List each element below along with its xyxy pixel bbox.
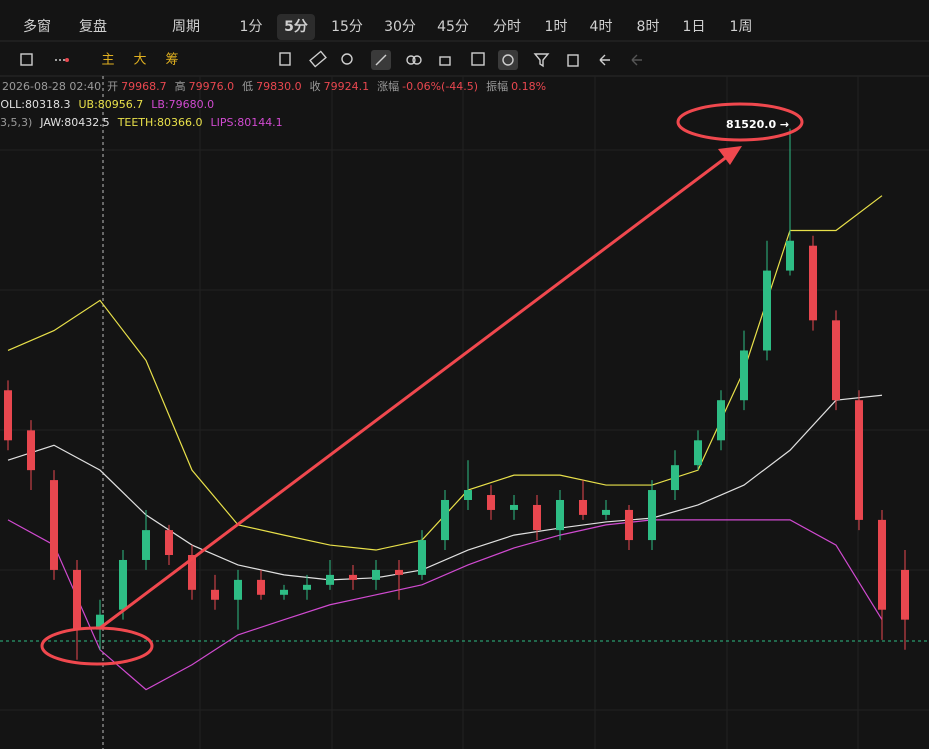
info-value: 0.18% [511, 80, 546, 93]
candle-body [556, 499, 564, 531]
toolbar-item[interactable]: 周期 [172, 19, 200, 35]
candle-body [211, 589, 219, 600]
annotation [40, 102, 804, 666]
candle-body [602, 509, 610, 515]
candle-body [533, 504, 541, 531]
candle-body [464, 490, 472, 500]
candle-body [901, 569, 909, 620]
toolbar-item[interactable]: 30分 [384, 19, 416, 35]
indicator-value: BOLL:80318.3 [0, 98, 70, 111]
tool-label: 主 [101, 53, 114, 68]
toolbar-item[interactable]: 1时 [545, 19, 568, 35]
candle-body [510, 504, 518, 510]
high-label: 81520.0 → [726, 118, 789, 131]
info-value: -0.06%(-44.5) [402, 80, 478, 93]
candle-body [717, 400, 725, 441]
indicator-line [7, 394, 883, 581]
active-tab [277, 14, 315, 40]
candle-body [671, 465, 679, 491]
candle-body [27, 430, 35, 471]
candle-body [96, 614, 104, 630]
indicator-line [7, 519, 883, 691]
candle-body [832, 320, 840, 401]
candle-body [280, 589, 288, 595]
candle-body [303, 584, 311, 590]
info-value: 79924.1 [324, 80, 370, 93]
indicator-value: LB:79680.0 [151, 98, 214, 111]
indicator-value: JAW:80432.5 [39, 116, 109, 129]
tool-label: 筹 [165, 52, 178, 68]
candle-body [165, 530, 173, 556]
toolbar-item[interactable]: 1日 [683, 19, 706, 35]
info-label: 振幅 [486, 79, 508, 93]
candle-body [4, 390, 12, 441]
candle-body [441, 499, 449, 541]
candle-body [763, 270, 771, 351]
candle-body [648, 490, 656, 541]
candle-body [740, 350, 748, 401]
info-label: 涨幅 [377, 80, 399, 93]
candle-body [694, 440, 702, 466]
candle-body [326, 574, 334, 585]
candle-body [73, 569, 81, 630]
candle-body [372, 569, 380, 580]
info-value: 79976.0 [189, 80, 235, 93]
candle-body [855, 400, 863, 520]
toolbar-item[interactable]: 1周 [730, 19, 753, 35]
datetime: 2026-08-28 02:40 [2, 80, 101, 93]
candle-body [878, 519, 886, 610]
toolbar-item[interactable]: 45分 [437, 19, 469, 35]
toolbar-item[interactable]: 分时 [493, 19, 521, 35]
toolbar-item[interactable]: 多窗 [23, 18, 51, 35]
info-label: 开 [107, 80, 118, 93]
info-label: 低 [242, 80, 253, 93]
candle-body [119, 559, 127, 610]
grid [0, 76, 929, 749]
info-label: 收 [310, 79, 321, 93]
plot [4, 128, 909, 691]
candle-body [142, 530, 150, 560]
candle-body [809, 245, 817, 321]
toolbar-item[interactable]: 4时 [590, 19, 613, 35]
toolbar-item[interactable]: 15分 [331, 19, 363, 35]
candle-body [625, 509, 633, 541]
indicator-value: LIPS:80144.1 [211, 116, 283, 129]
candle-body [50, 480, 58, 570]
info-value: 79830.0 [256, 80, 302, 93]
info-label: 高 [175, 79, 186, 93]
candle-body [487, 495, 495, 510]
tool-label: 大 [133, 53, 146, 68]
candle-body [257, 579, 265, 595]
toolbar-item[interactable]: 8时 [637, 19, 660, 35]
indicator-value: UB:80956.7 [78, 98, 143, 111]
candle-body [579, 499, 587, 515]
candle-body [188, 555, 196, 590]
indicator-value: TEETH:80366.0 [117, 116, 203, 129]
candle-body [418, 540, 426, 575]
toolbar-item[interactable]: 复盘 [79, 18, 107, 35]
tool-icons [20, 50, 642, 70]
info-value: 79968.7 [121, 80, 167, 93]
candle-body [234, 579, 242, 600]
toolbar-item[interactable]: 5分 [284, 19, 308, 35]
candle-body [349, 574, 357, 580]
candle-body [786, 240, 794, 271]
indicator-params: 3,5,3) [0, 116, 32, 129]
toolbar-item[interactable]: 1分 [240, 19, 263, 35]
candle-body [395, 569, 403, 575]
